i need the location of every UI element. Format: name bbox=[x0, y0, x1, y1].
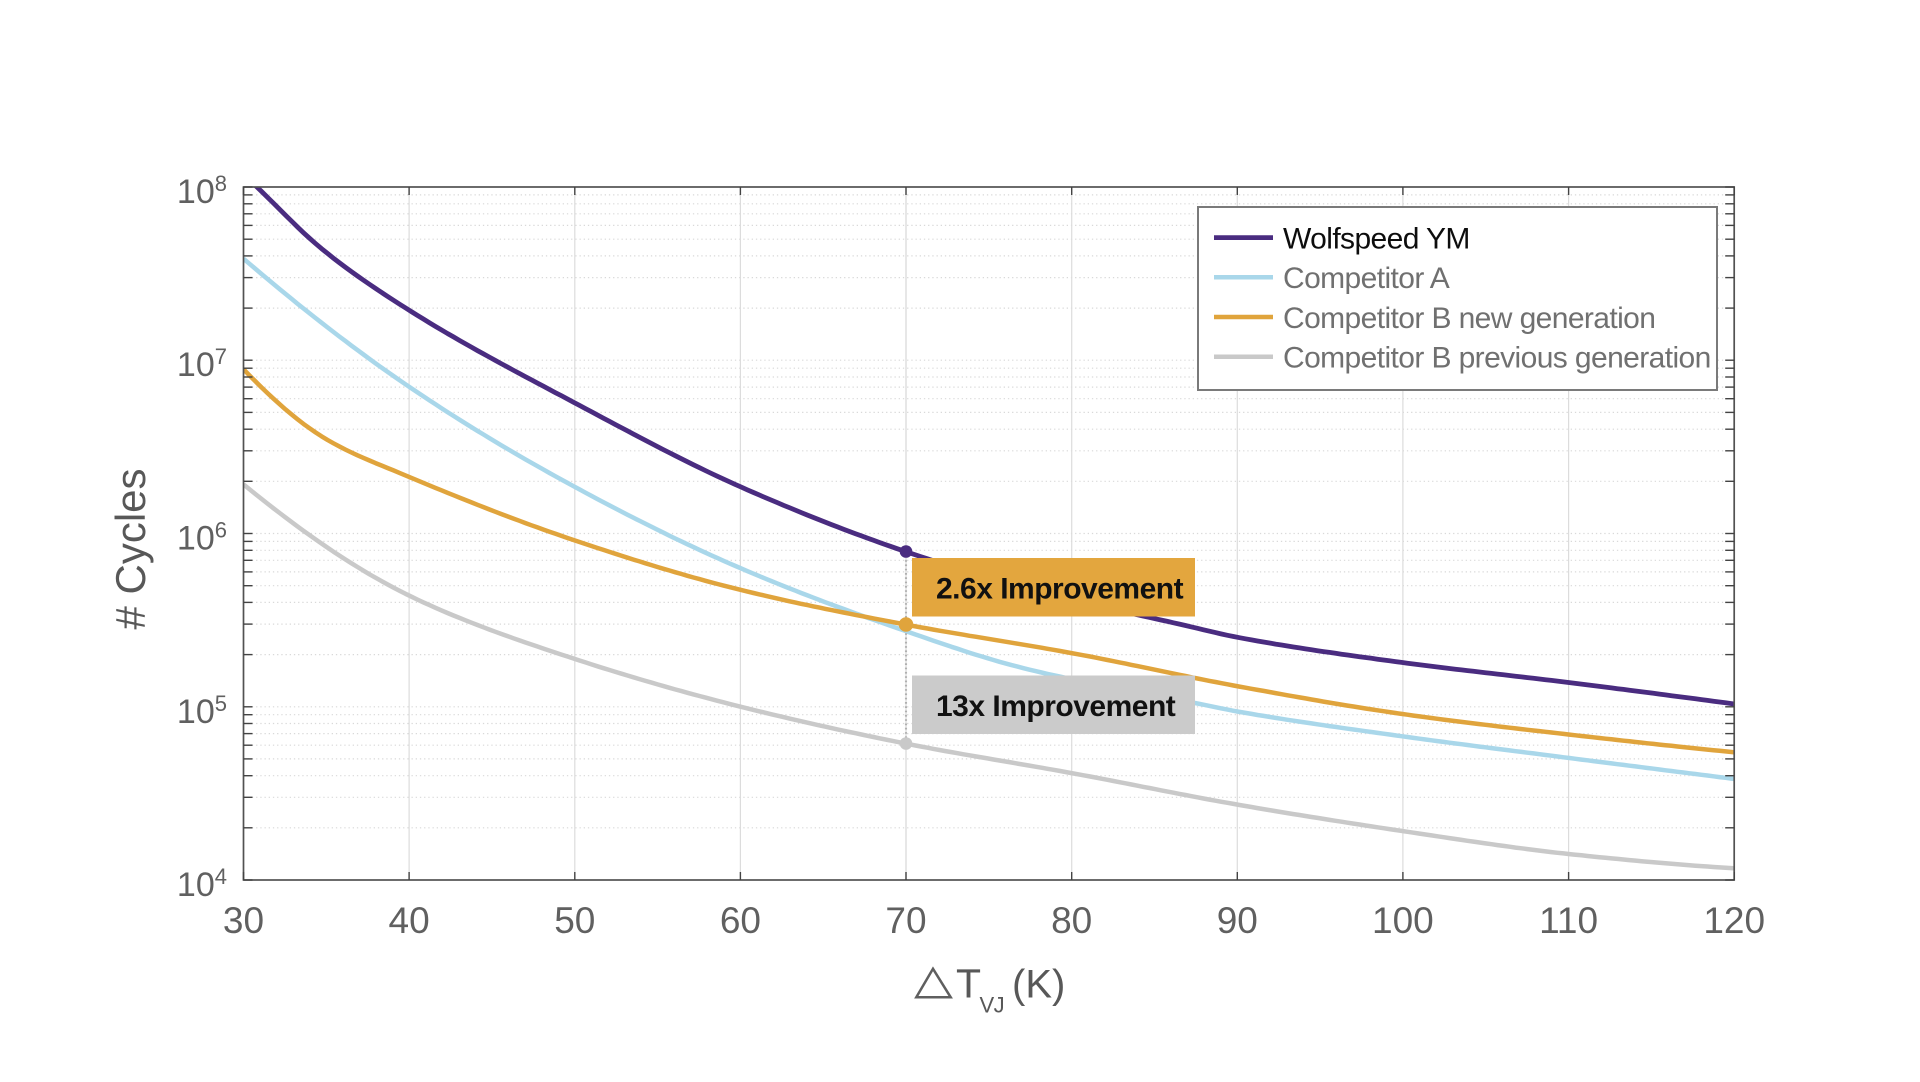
svg-text:Competitor A: Competitor A bbox=[1283, 262, 1450, 295]
svg-text:(K): (K) bbox=[1012, 963, 1065, 1007]
svg-text:30: 30 bbox=[223, 900, 264, 941]
svg-text:107: 107 bbox=[177, 344, 227, 384]
svg-text:70: 70 bbox=[885, 900, 926, 941]
svg-text:VJ: VJ bbox=[980, 993, 1005, 1018]
svg-text:110: 110 bbox=[1539, 900, 1598, 941]
svg-text:2.6x Improvement: 2.6x Improvement bbox=[936, 573, 1184, 606]
svg-text:40: 40 bbox=[389, 900, 430, 941]
svg-text:120: 120 bbox=[1703, 900, 1765, 941]
svg-text:50: 50 bbox=[554, 900, 595, 941]
svg-text:100: 100 bbox=[1372, 900, 1434, 941]
svg-text:# Cycles: # Cycles bbox=[107, 468, 154, 629]
svg-text:80: 80 bbox=[1051, 900, 1092, 941]
svg-text:13x Improvement: 13x Improvement bbox=[936, 690, 1176, 723]
svg-text:90: 90 bbox=[1217, 900, 1258, 941]
svg-text:60: 60 bbox=[720, 900, 761, 941]
svg-text:Competitor B previous generati: Competitor B previous generation bbox=[1283, 342, 1711, 375]
svg-text:T: T bbox=[956, 961, 981, 1007]
svg-text:Wolfspeed YM: Wolfspeed YM bbox=[1283, 222, 1470, 255]
svg-text:Competitor B new generation: Competitor B new generation bbox=[1283, 302, 1655, 335]
